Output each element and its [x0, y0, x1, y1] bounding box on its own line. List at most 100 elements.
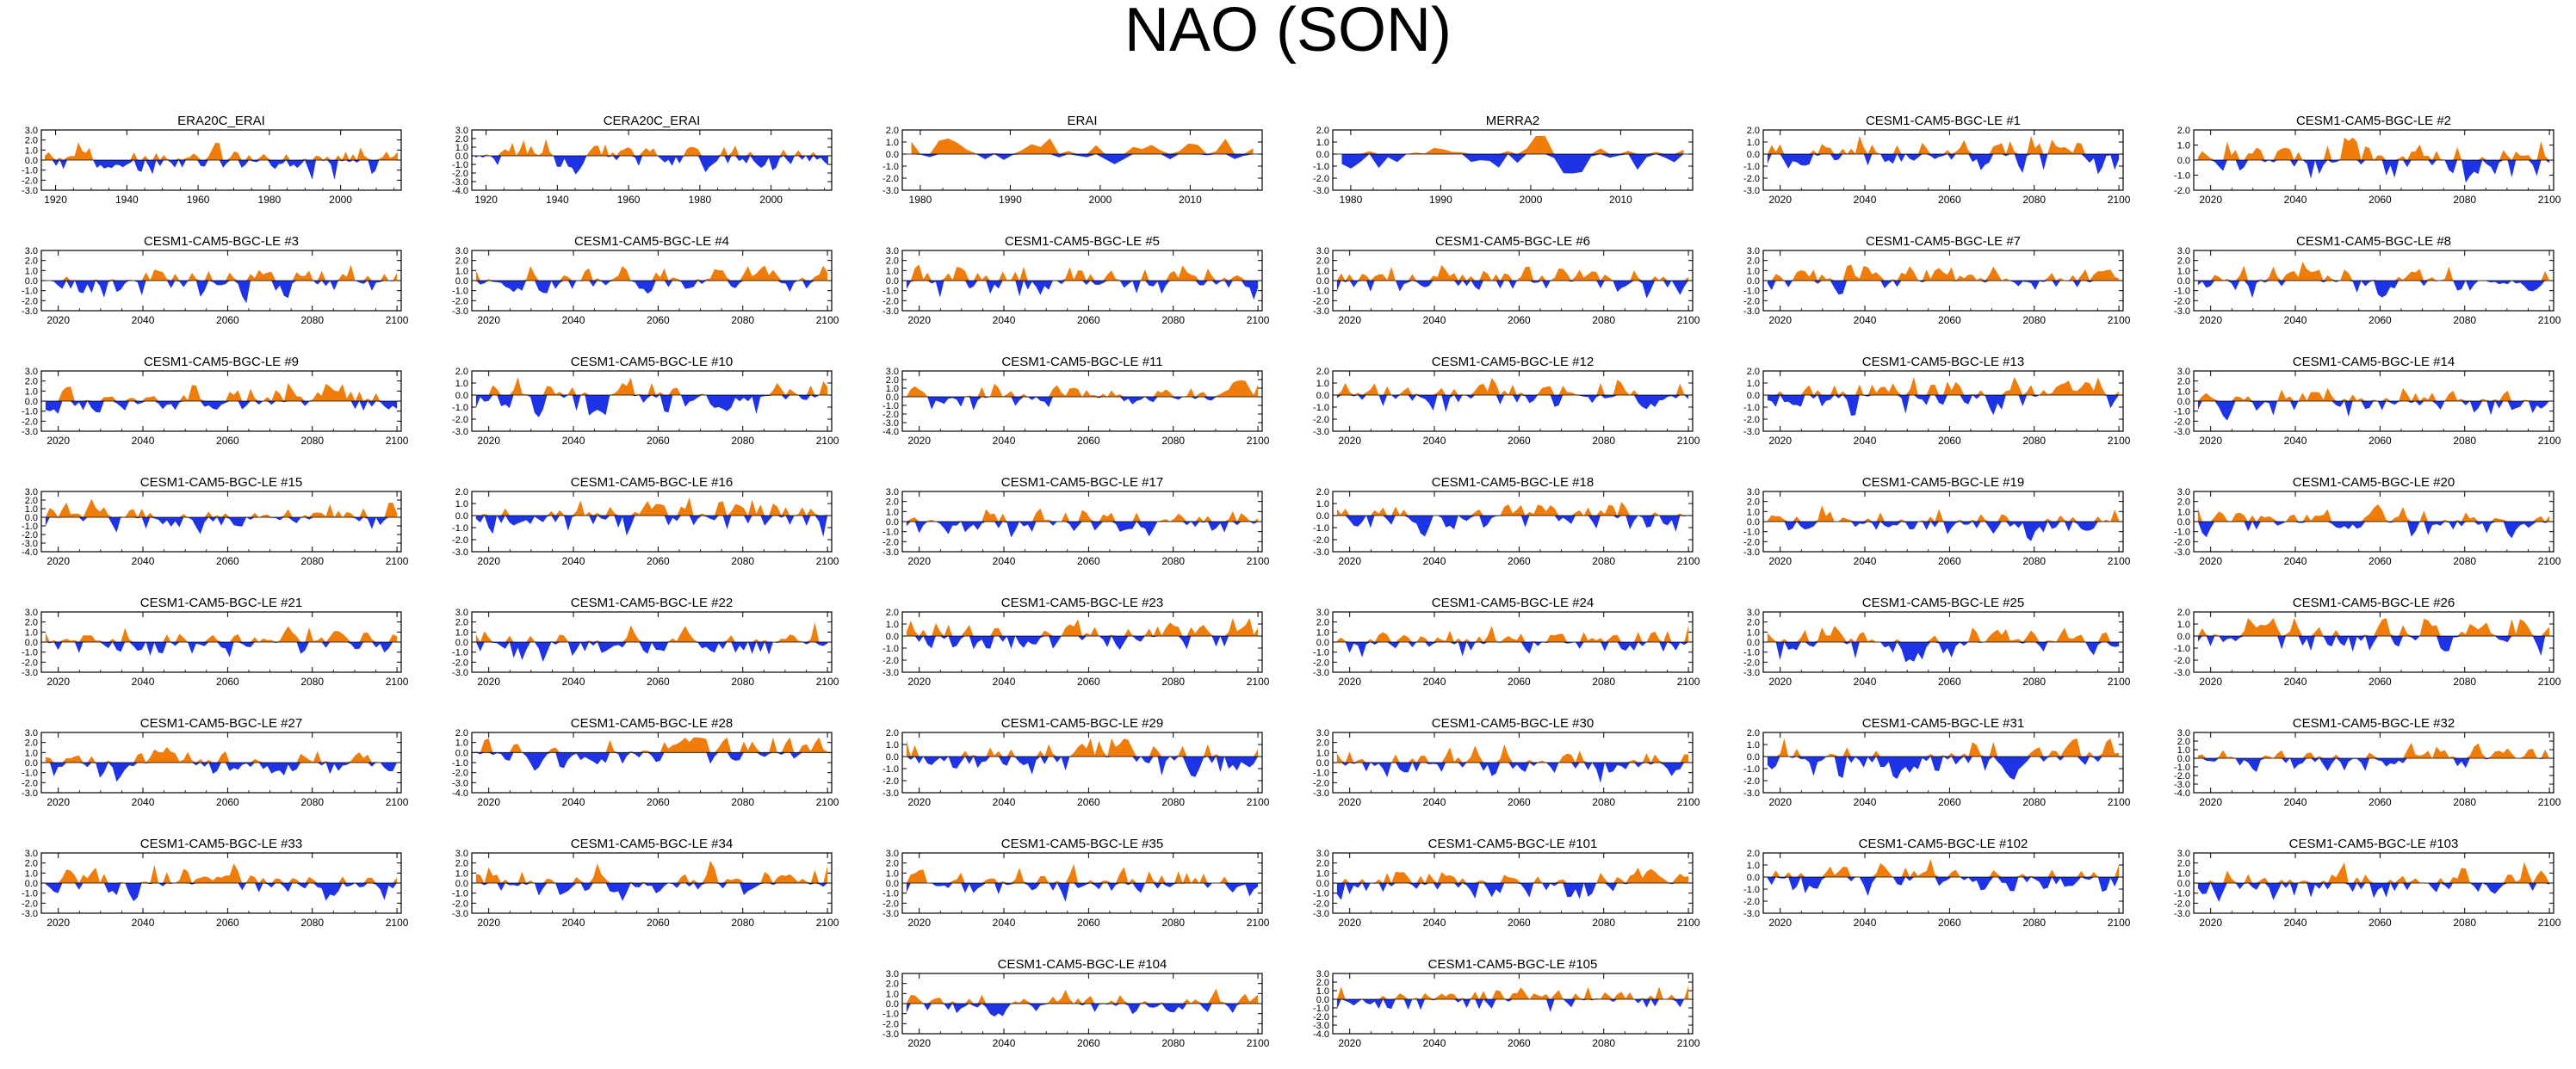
y-tick-label: 1.0 — [25, 386, 38, 397]
y-tick-label: 2.0 — [886, 979, 899, 990]
panel-title: MERRA2 — [1486, 114, 1540, 128]
negative-area — [2197, 281, 2550, 299]
positive-area — [1336, 626, 1689, 642]
y-tick-label: 2.0 — [1747, 256, 1760, 267]
panel-title: CESM1-CAM5-BGC-LE #34 — [571, 837, 733, 851]
x-tick-label: 2000 — [329, 194, 352, 206]
y-tick-label: -1.0 — [882, 401, 899, 411]
y-tick-label: -2.0 — [882, 776, 899, 787]
y-tick-label: -1.0 — [452, 160, 468, 170]
x-tick-label: 2020 — [1338, 555, 1361, 567]
panel: CESM1-CAM5-BGC-LE #18 2.0 1.00.0-1.0-2.0-3… — [1313, 475, 1700, 567]
y-tick-label: -3.0 — [1313, 427, 1329, 437]
x-tick-label: 2060 — [1077, 917, 1100, 929]
x-tick-label: 2040 — [132, 917, 155, 929]
x-tick-label: 2080 — [1592, 314, 1615, 326]
x-tick-label: 2080 — [2022, 435, 2046, 447]
y-tick-label: -1.0 — [22, 166, 38, 176]
x-tick-label: 2080 — [2453, 917, 2476, 929]
x-tick-label: 2060 — [1938, 917, 1961, 929]
x-tick-label: 2020 — [2199, 676, 2222, 688]
x-tick-label: 2100 — [386, 435, 409, 447]
x-tick-label: 2020 — [1338, 314, 1361, 326]
y-tick-label: -3.0 — [882, 788, 899, 799]
y-tick-label: -2.0 — [22, 296, 38, 306]
y-tick-label: -2.0 — [1743, 897, 1760, 907]
y-tick-label: -2.0 — [1313, 296, 1329, 306]
panel: CESM1-CAM5-BGC-LE #26 2.0 1.0 0.0 -1.0 -2.0 -3… — [2174, 596, 2561, 688]
panel-title: CESM1-CAM5-BGC-LE #28 — [571, 716, 733, 731]
y-tick-label: 0.0 — [1316, 276, 1329, 287]
y-tick-label: -3.0 — [452, 668, 468, 678]
y-tick-label: 1.0 — [1747, 138, 1760, 148]
negative-area — [1336, 642, 1689, 658]
x-tick-label: 2040 — [562, 314, 585, 326]
x-tick-label: 2100 — [816, 555, 839, 567]
y-tick-label: -2.0 — [2174, 899, 2190, 909]
negative-area — [475, 752, 828, 771]
x-tick-label: 2100 — [2108, 796, 2131, 808]
y-tick-label: 2.0 — [886, 256, 899, 267]
y-tick-label: 1.0 — [25, 627, 38, 638]
x-tick-label: 2060 — [1077, 555, 1100, 567]
y-tick-label: -3.0 — [882, 668, 899, 678]
y-tick-label: 1.0 — [25, 504, 38, 515]
panel-title: CESM1-CAM5-BGC-LE #31 — [1862, 716, 2024, 731]
x-tick-label: 2020 — [1768, 194, 1792, 206]
y-tick-label: -3.0 — [2174, 668, 2190, 678]
x-tick-label: 2040 — [993, 676, 1016, 688]
negative-area — [2197, 636, 2550, 656]
positive-area — [2197, 618, 2550, 636]
x-tick-label: 2020 — [1338, 796, 1361, 808]
y-tick-label: 2.0 — [1316, 859, 1329, 869]
y-tick-label: -2.0 — [22, 899, 38, 909]
panel-title: CESM1-CAM5-BGC-LE #13 — [1862, 355, 2024, 369]
y-tick-label: 3.0 — [25, 487, 38, 497]
x-tick-label: 2020 — [907, 796, 931, 808]
x-tick-label: 2040 — [1854, 917, 1877, 929]
y-tick-label: 2.0 — [2177, 377, 2190, 387]
x-tick-label: 2040 — [993, 796, 1016, 808]
negative-area — [2197, 160, 2550, 183]
panel-title: CESM1-CAM5-BGC-LE #22 — [571, 596, 733, 610]
panel: CESM1-CAM5-BGC-LE #34 3.02.01.00.0-1.0-2.… — [452, 837, 839, 929]
x-tick-label: 2060 — [216, 314, 239, 326]
x-tick-label: 1990 — [1429, 194, 1452, 206]
panel: CESM1-CAM5-BGC-LE #3 3.02.01.00.0-1.0-2.0… — [22, 234, 409, 326]
x-tick-label: 2080 — [2022, 555, 2046, 567]
panel-title: CERA20C_ERAI — [604, 114, 701, 128]
y-tick-label: 1.0 — [1316, 379, 1329, 389]
x-tick-label: 2060 — [216, 676, 239, 688]
x-tick-label: 2100 — [2538, 676, 2561, 688]
x-tick-label: 2080 — [2022, 194, 2046, 206]
x-tick-label: 2040 — [132, 435, 155, 447]
x-tick-label: 2060 — [1938, 676, 1961, 688]
y-tick-label: 1.0 — [25, 145, 38, 156]
y-tick-label: 3.0 — [1747, 608, 1760, 618]
y-tick-label: -2.0 — [22, 176, 38, 186]
y-tick-label: -1.0 — [882, 287, 899, 297]
y-tick-label: -2.0 — [1743, 415, 1760, 425]
negative-area — [2197, 883, 2550, 902]
x-tick-label: 2100 — [1677, 435, 1700, 447]
panel-title: CESM1-CAM5-BGC-LE #6 — [1435, 234, 1590, 249]
y-tick-label: 1.0 — [886, 989, 899, 999]
y-tick-label: -3.0 — [452, 909, 468, 919]
panel-title: CESM1-CAM5-BGC-LE #33 — [140, 837, 302, 851]
x-tick-label: 2080 — [2022, 796, 2046, 808]
x-tick-label: 2100 — [2538, 917, 2561, 929]
x-tick-label: 2100 — [2108, 194, 2131, 206]
panel: CERA20C_ERAI 3.02.01.00.0-1.0-2.0-3.0-4.0… — [452, 114, 833, 206]
x-tick-label: 2020 — [2199, 555, 2222, 567]
panel-title: CESM1-CAM5-BGC-LE #103 — [2289, 837, 2459, 851]
panel: CESM1-CAM5-BGC-LE #29 2.0 1.00.0-1.0-2.0-3… — [882, 716, 1270, 808]
x-tick-label: 2020 — [907, 676, 931, 688]
y-tick-label: -2.0 — [452, 769, 468, 779]
y-tick-label: 3.0 — [25, 608, 38, 618]
y-tick-label: 2.0 — [1316, 978, 1329, 988]
panel: CESM1-CAM5-BGC-LE #8 3.02.01.00.0-1.0-2.0… — [2174, 234, 2561, 326]
negative-area — [45, 160, 398, 180]
positive-area — [1336, 378, 1689, 395]
y-tick-label: -3.0 — [1313, 547, 1329, 558]
